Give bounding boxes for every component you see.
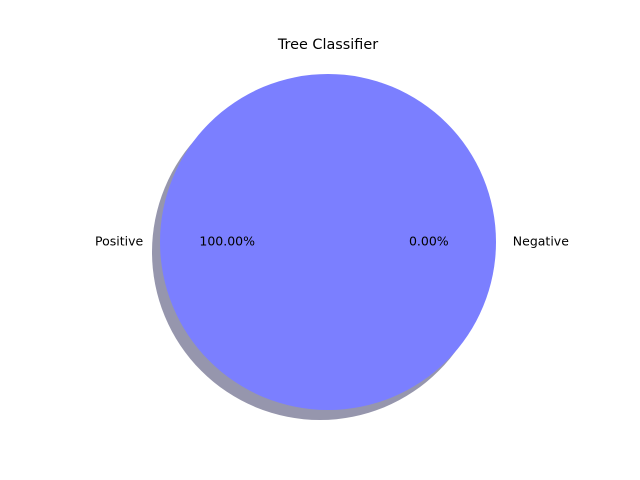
chart-title: Tree Classifier (277, 37, 378, 53)
slice-label-positive: Positive (95, 234, 143, 249)
slice-label-negative: Negative (513, 234, 569, 249)
pie-group: Positive 100.00% Negative 0.00% (95, 74, 569, 420)
percent-label-negative: 0.00% (409, 234, 449, 249)
pie-slice-positive (160, 74, 496, 410)
percent-label-positive: 100.00% (199, 234, 255, 249)
